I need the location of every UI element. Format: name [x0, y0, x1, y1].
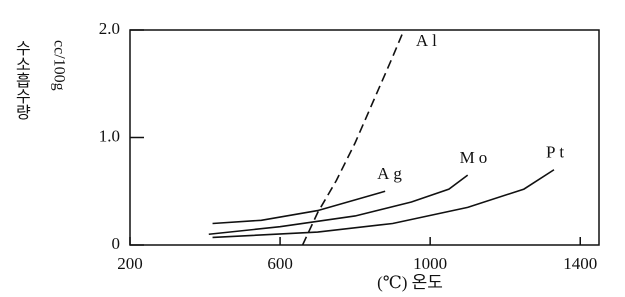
series-label: Pt [546, 143, 568, 162]
series-line [301, 29, 405, 246]
x-tick-label: 600 [267, 254, 293, 273]
series-line [208, 174, 469, 236]
series-line [212, 169, 555, 239]
plot-frame [129, 29, 600, 246]
series-label: Al [416, 31, 441, 50]
series-label: Ag [377, 164, 406, 183]
series-line [212, 190, 386, 225]
series-label: Mo [460, 148, 492, 167]
y-tick-label: 0 [112, 234, 121, 253]
x-tick-label: 1000 [413, 254, 447, 273]
x-tick-label: 200 [117, 254, 143, 273]
y-axis-unit: cc/100g [50, 40, 67, 91]
x-tick-label: 1400 [563, 254, 597, 273]
y-tick-label: 2.0 [99, 19, 120, 38]
y-tick-label: 1.0 [99, 126, 120, 145]
y-axis-label: 수소흡수량 [12, 40, 30, 120]
x-axis-label: (℃) 온도 [377, 273, 443, 292]
